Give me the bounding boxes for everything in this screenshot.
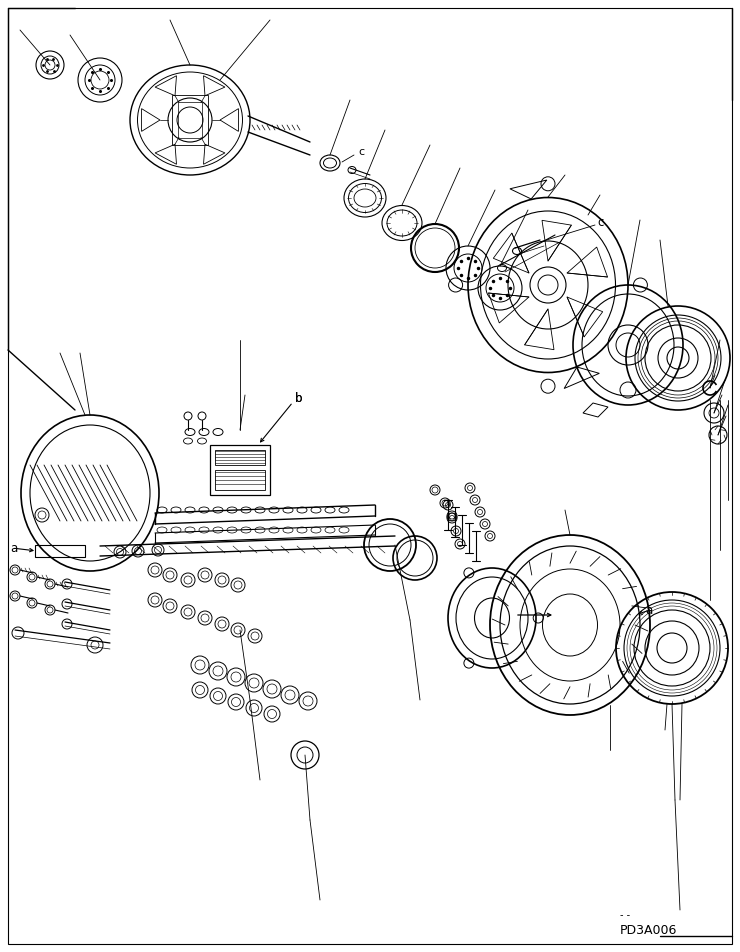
Text: b: b [295, 391, 303, 405]
Text: c: c [358, 147, 364, 157]
Text: - -: - - [620, 910, 630, 920]
Text: b: b [295, 391, 303, 405]
Text: a: a [645, 604, 652, 617]
Bar [215, 450, 265, 465]
Bar [178, 102, 202, 138]
Bar [215, 470, 265, 490]
Text: PD3A006: PD3A006 [620, 923, 677, 937]
Bar [210, 445, 270, 495]
Bar [172, 95, 208, 145]
Text: a: a [10, 542, 17, 554]
Text: c: c [597, 215, 603, 228]
Bar [35, 545, 85, 557]
